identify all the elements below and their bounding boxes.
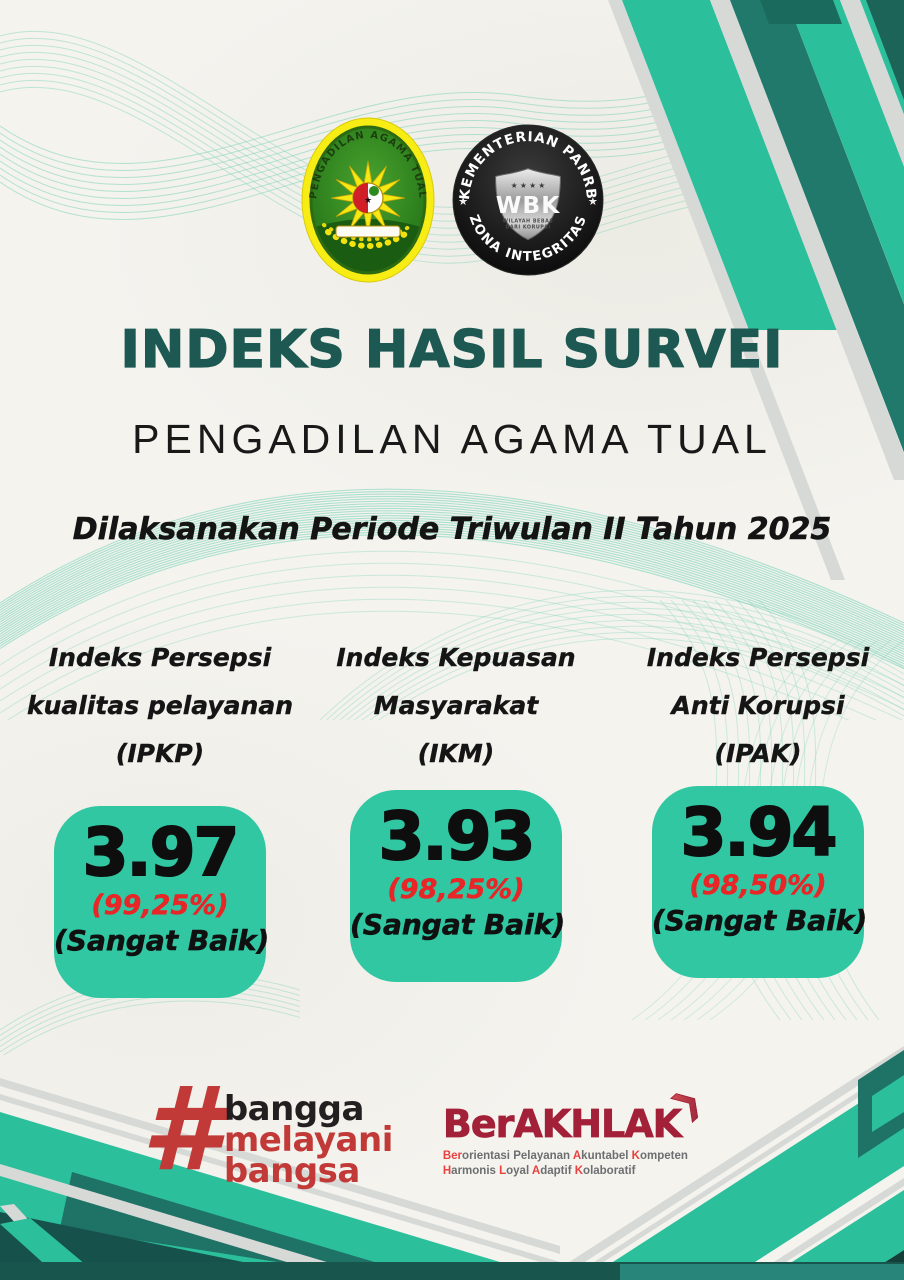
ikm-rating: (Sangat Baik): [350, 908, 566, 942]
berakhlak-logo: BerAKHLAK ❯ Berorientasi Pelayanan Akunt…: [442, 1080, 763, 1187]
top-right-corner-stripes: [608, 0, 904, 580]
pengadilan-agama-tual-badge-icon: PENGADILAN AGAMA TUAL ★: [301, 117, 435, 283]
ipak-label: Indeks Persepsi Anti Korupsi (IPAK): [608, 634, 904, 778]
left-star-icon: ★: [458, 195, 468, 208]
ikm-percent: (98,25%): [387, 874, 525, 906]
bangga-logo-text: bangga melayani bangsa: [223, 1089, 394, 1191]
ipkp-rating: (Sangat Baik): [54, 924, 270, 958]
page-title: INDEKS HASIL SURVEI: [120, 319, 784, 380]
ipkp-score: 3.97: [82, 814, 241, 891]
ikm-score: 3.93: [378, 798, 537, 875]
wbk-shield-sub1: WILAYAH BEBAS: [503, 218, 554, 224]
ipkp-label-line1: Indeks Persepsi: [48, 643, 272, 672]
ipak-abbr: (IPAK): [714, 739, 802, 768]
ikm-label: Indeks Kepuasan Masyarakat (IKM): [306, 634, 606, 778]
ikm-label-line1: Indeks Kepuasan: [336, 643, 576, 672]
ipak-label-line1: Indeks Persepsi: [646, 643, 870, 672]
bangga-line3: bangsa: [223, 1151, 361, 1191]
shield-stars-icon: ★ ★ ★ ★: [511, 181, 546, 190]
index-column-ipkp: Indeks Persepsi kualitas pelayanan (IPKP…: [10, 634, 310, 998]
wbk-shield-text: WBK: [496, 192, 561, 219]
ipak-score: 3.94: [680, 794, 839, 871]
berakhlak-tagline-line2: Harmonis Loyal Adaptif Kolaboratif: [442, 1165, 636, 1177]
ikm-score-card: 3.93 (98,25%) (Sangat Baik): [350, 790, 566, 982]
ipkp-label: Indeks Persepsi kualitas pelayanan (IPKP…: [10, 634, 310, 778]
ikm-abbr: (IKM): [417, 739, 495, 768]
berakhlak-title: BerAKHLAK ❯: [442, 1080, 708, 1147]
right-star-icon: ★: [588, 195, 598, 208]
berakhlak-title-text: BerAKHLAK: [442, 1102, 682, 1147]
survey-period: Dilaksanakan Periode Triwulan II Tahun 2…: [72, 512, 832, 548]
bangga-line2: melayani: [223, 1120, 394, 1160]
hash-icon: #: [141, 1062, 222, 1197]
footer-logos: # bangga melayani bangsa BerAKHLAK ❯ Ber…: [0, 1062, 904, 1197]
ipkp-label-line2: kualitas pelayanan: [27, 691, 293, 720]
ipak-label-line2: Anti Korupsi: [671, 691, 845, 720]
index-column-ipak: Indeks Persepsi Anti Korupsi (IPAK) 3.94…: [608, 634, 904, 978]
ipak-percent: (98,50%): [689, 870, 827, 902]
wbk-zona-integritas-badge-icon: KEMENTERIAN PANRB ZONA INTEGRITAS ★ ★ ★ …: [452, 124, 604, 276]
ipak-score-card: 3.94 (98,50%) (Sangat Baik): [652, 786, 868, 978]
ipkp-abbr: (IPKP): [115, 739, 205, 768]
court-name-subtitle: PENGADILAN AGAMA TUAL: [132, 416, 772, 462]
index-column-ikm: Indeks Kepuasan Masyarakat (IKM) 3.93 (9…: [306, 634, 606, 982]
wbk-shield-sub2: DARI KORUPSI: [505, 224, 550, 230]
badge-row: PENGADILAN AGAMA TUAL ★: [0, 114, 904, 286]
ikm-label-line2: Masyarakat: [373, 691, 539, 720]
center-star-icon: ★: [364, 196, 372, 206]
bangga-line1: bangga: [223, 1089, 365, 1129]
bangga-melayani-bangsa-logo: # bangga melayani bangsa: [141, 1062, 394, 1197]
ipak-rating: (Sangat Baik): [652, 904, 868, 938]
berakhlak-tagline-line1: Berorientasi Pelayanan Akuntabel Kompete…: [442, 1150, 688, 1162]
ipkp-score-card: 3.97 (99,25%) (Sangat Baik): [54, 806, 270, 998]
ipkp-percent: (99,25%): [91, 890, 229, 922]
